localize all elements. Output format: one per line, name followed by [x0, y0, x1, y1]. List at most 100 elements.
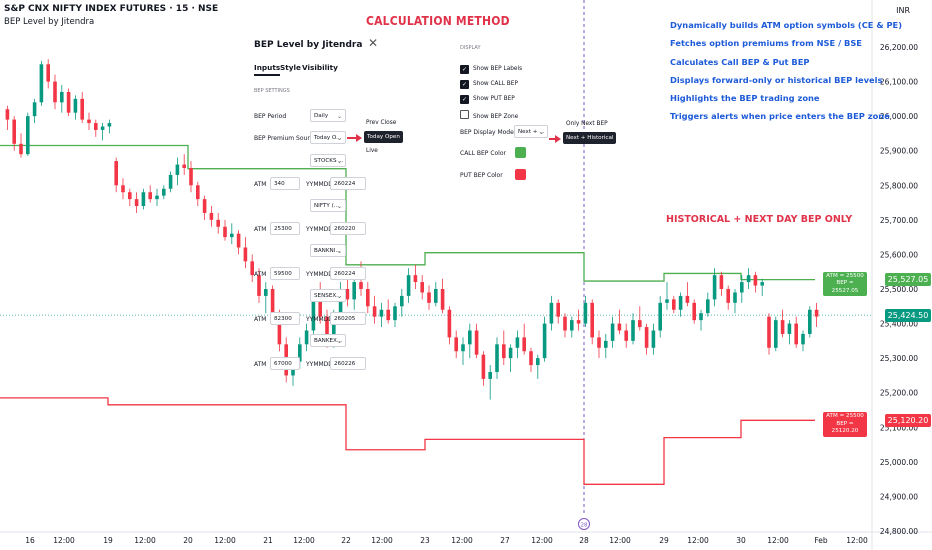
feature-item: Calculates Call BEP & Put BEP: [670, 56, 810, 67]
current-day-badge: [578, 518, 590, 530]
y-tick-label: 25,000.00: [880, 458, 918, 467]
candle-body: [644, 327, 649, 348]
candle-body: [631, 320, 635, 341]
candle-body: [250, 261, 254, 276]
candle-body: [447, 309, 452, 338]
x-tick-label: 27: [500, 536, 510, 545]
checkbox-checked-icon: ✓: [460, 95, 469, 104]
candle-body: [549, 302, 554, 324]
tab-inputs[interactable]: Inputs: [254, 63, 281, 76]
premium-option-live: Live: [366, 148, 378, 154]
date-input[interactable]: 260224: [330, 267, 366, 280]
atm-input[interactable]: 25300: [270, 222, 300, 235]
candle-body: [420, 282, 424, 293]
atm-input[interactable]: 67000: [270, 357, 300, 370]
candle-body: [658, 302, 662, 331]
date-input[interactable]: 260220: [330, 222, 366, 235]
candle-body: [597, 337, 601, 348]
y-tick-label: 25,400.00: [880, 320, 918, 329]
x-tick-label: 12:00: [609, 536, 631, 545]
candle-body: [522, 337, 526, 352]
x-tick-label: 23: [420, 536, 430, 545]
candle-body: [638, 320, 642, 328]
y-tick-label: 25,100.00: [880, 423, 918, 432]
put-bep-text: BEP = 25120.20: [831, 420, 859, 435]
premium-arrow-head: [356, 134, 362, 142]
tab-style[interactable]: Style: [280, 63, 301, 72]
x-tick-label: 30: [736, 536, 746, 545]
candle-body: [26, 116, 30, 155]
put-bep-line: [0, 397, 815, 485]
indicator-name[interactable]: BEP Level by Jitendra: [4, 17, 95, 27]
y-tick-label: 26,000.00: [880, 112, 918, 121]
candle-body: [148, 192, 152, 200]
candle-body: [372, 306, 377, 317]
symbol-title[interactable]: S&P CNX NIFTY INDEX FUTURES · 15 · NSE: [4, 4, 219, 14]
symbol-select[interactable]: BANKNI... ⌄: [310, 244, 346, 257]
bep-period-select[interactable]: Daily ⌄: [310, 109, 346, 122]
call-bep-price-label: 25,527.05: [885, 273, 931, 287]
call-color-swatch[interactable]: [515, 147, 526, 158]
feature-item: Highlights the BEP trading zone: [670, 93, 820, 104]
candle-body: [760, 282, 764, 286]
candle-body: [318, 295, 322, 317]
candle-body: [733, 292, 737, 303]
date-label: YYMMDD: [306, 316, 333, 323]
call-atm-text: ATM = 25500: [826, 272, 864, 279]
candle-body: [746, 275, 751, 283]
x-tick-label: 12:00: [293, 536, 315, 545]
tab-visibility[interactable]: Visibility: [302, 63, 338, 72]
chevron-down-icon: ⌄: [336, 203, 342, 210]
candle-body: [209, 212, 214, 220]
display-mode-value: Next + ...: [518, 129, 545, 135]
atm-input[interactable]: 82300: [270, 312, 300, 325]
show-call-bep-checkbox[interactable]: ✓ Show CALL BEP: [460, 80, 518, 89]
candle-body: [767, 316, 771, 348]
candle-body: [53, 81, 57, 103]
show-bep-zone-checkbox[interactable]: Show BEP Zone: [460, 110, 518, 120]
x-tick-label: 20: [183, 536, 193, 545]
candle-body: [73, 98, 78, 113]
symbol-select[interactable]: NIFTY (... ⌄: [310, 199, 346, 212]
display-mode-select[interactable]: Next + ... ⌄: [514, 125, 548, 138]
y-tick-label: 24,800.00: [880, 527, 918, 536]
chevron-down-icon: ⌄: [336, 293, 342, 300]
atm-label: ATM: [254, 226, 267, 233]
settings-title: BEP Level by Jitendra: [254, 40, 363, 50]
put-color-swatch[interactable]: [515, 169, 526, 180]
checkbox-checked-icon: ✓: [460, 65, 469, 74]
y-tick-label: 25,500.00: [880, 285, 918, 294]
y-tick-label: 26,200.00: [880, 43, 918, 52]
stocks-select[interactable]: STOCKS ... ⌄: [310, 154, 346, 167]
atm-input[interactable]: 59500: [270, 267, 300, 280]
close-icon[interactable]: ✕: [368, 36, 379, 50]
symbol-select[interactable]: SENSEX... ⌄: [310, 289, 346, 302]
candle-body: [168, 174, 173, 189]
call-bep-line: [0, 144, 815, 282]
premium-source-select[interactable]: Today O... ⌄: [310, 131, 346, 144]
atm-label: ATM: [254, 316, 267, 323]
candle-body: [536, 358, 540, 366]
indicator-settings-panel: BEP Level by Jitendra ✕ Inputs Style Vis…: [246, 32, 386, 382]
put-bep-price-label: 25,120.20: [885, 413, 931, 427]
date-input[interactable]: 260205: [330, 312, 366, 325]
candle-body: [338, 289, 343, 317]
candle-body: [570, 320, 574, 331]
symbol-value: BANKNI...: [314, 248, 341, 254]
candle-body: [60, 91, 64, 103]
date-input[interactable]: 260224: [330, 177, 366, 190]
candle-body: [706, 299, 710, 314]
checkbox-label: Show BEP Labels: [473, 66, 523, 72]
x-tick-label: 12:00: [214, 536, 236, 545]
candle-body: [236, 233, 241, 248]
candle-body: [434, 289, 438, 303]
candle-body: [814, 309, 819, 317]
symbol-select[interactable]: BANKEX... ⌄: [310, 334, 346, 347]
candle-body: [801, 333, 805, 345]
candle-body: [264, 289, 268, 296]
atm-input[interactable]: 340: [270, 177, 300, 190]
date-input[interactable]: 260226: [330, 357, 366, 370]
show-put-bep-checkbox[interactable]: ✓ Show PUT BEP: [460, 95, 515, 104]
show-bep-labels-checkbox[interactable]: ✓ Show BEP Labels: [460, 65, 522, 74]
